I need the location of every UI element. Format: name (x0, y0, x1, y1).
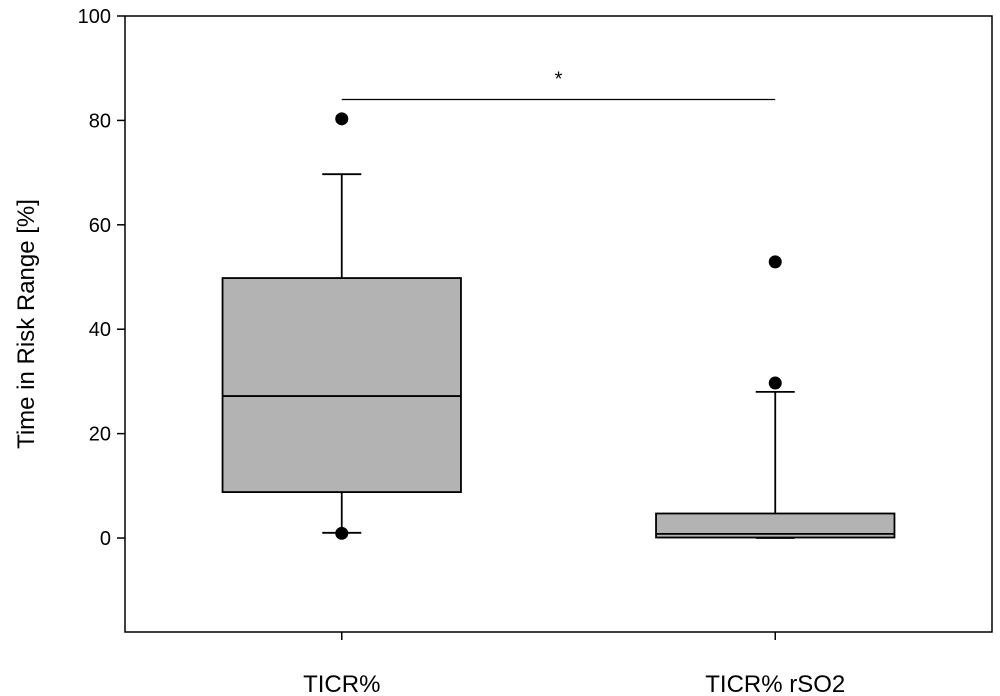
outlier-point (768, 255, 782, 269)
y-axis-title: Time in Risk Range [%] (13, 199, 40, 449)
x-category-label: TICR% rSO2 (705, 671, 845, 696)
y-tick-label: 80 (89, 110, 111, 132)
y-tick-label: 20 (89, 424, 111, 446)
outlier-point (768, 376, 782, 390)
plot-frame (124, 15, 993, 633)
y-axis: 0 20 40 60 80 100 (78, 6, 125, 550)
significance-layer: * (341, 69, 776, 101)
x-category-label: TICR% (303, 671, 380, 696)
box-group (655, 255, 896, 539)
boxes-layer (221, 112, 896, 540)
y-tick-label: 100 (78, 6, 111, 28)
outlier-point (335, 112, 349, 126)
box-group (221, 112, 462, 540)
box-iqr (221, 277, 462, 493)
y-tick-label: 0 (100, 528, 111, 550)
outlier-point (335, 526, 349, 540)
y-tick-label: 60 (89, 215, 111, 237)
y-tick-label: 40 (89, 319, 111, 341)
x-axis: TICR% TICR% rSO2 (303, 632, 845, 696)
significance-label: * (555, 69, 563, 91)
